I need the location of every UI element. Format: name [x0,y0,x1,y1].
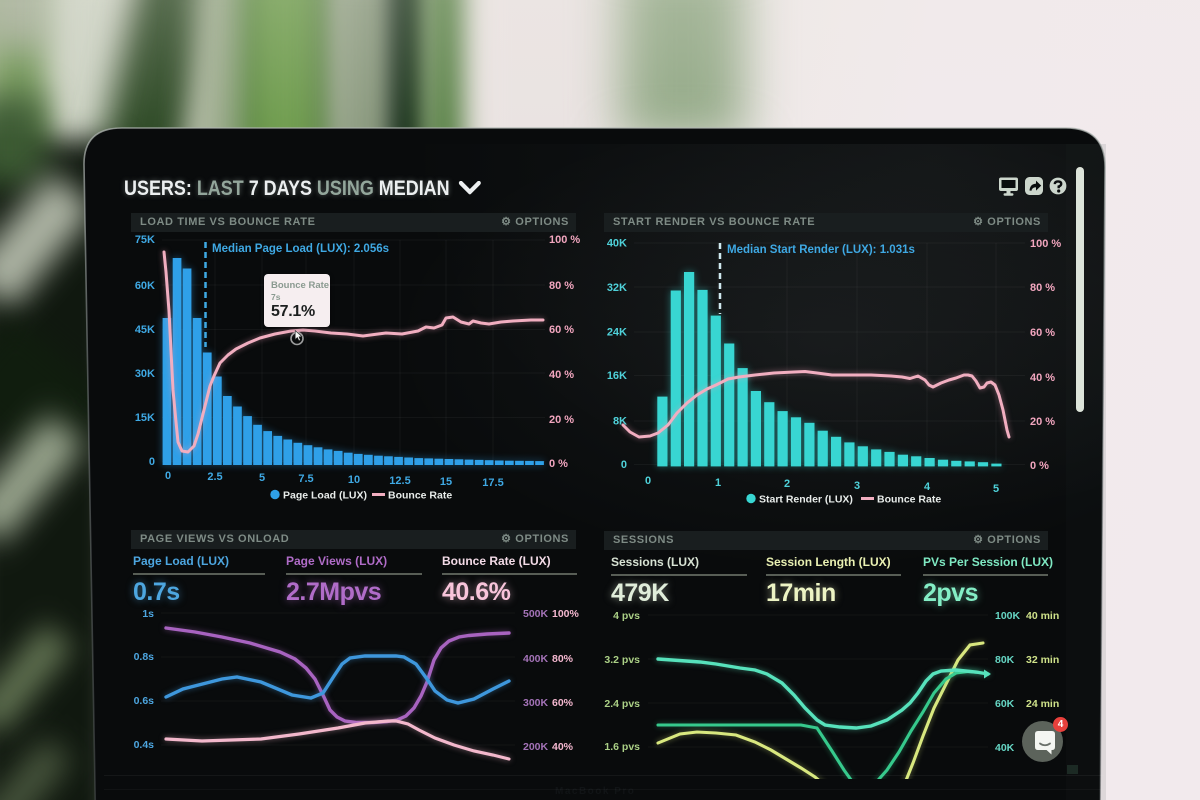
svg-text:12.5: 12.5 [389,475,410,487]
svg-text:30K: 30K [135,368,155,380]
svg-text:20 %: 20 % [1030,416,1055,428]
svg-text:32K: 32K [607,282,627,294]
svg-text:100%: 100% [552,608,580,620]
svg-text:2.4 pvs: 2.4 pvs [604,698,640,710]
svg-text:0: 0 [621,459,627,471]
svg-text:32 min: 32 min [1026,654,1059,666]
svg-text:4: 4 [924,481,931,493]
svg-text:80%: 80% [552,653,574,665]
svg-text:80 %: 80 % [549,280,574,292]
svg-text:2.5: 2.5 [207,471,222,483]
svg-text:500K: 500K [523,608,549,620]
svg-text:0.8s: 0.8s [134,651,155,663]
svg-text:40 min: 40 min [1026,610,1059,622]
svg-text:100 %: 100 % [549,234,580,246]
svg-text:0: 0 [149,456,155,468]
svg-text:Page Load (LUX): Page Load (LUX) [283,490,367,502]
svg-text:7.5: 7.5 [298,473,313,485]
svg-text:Start Render (LUX): Start Render (LUX) [759,494,853,506]
svg-text:200K: 200K [523,741,549,753]
svg-text:15: 15 [440,476,452,488]
svg-text:0.6s: 0.6s [134,695,155,707]
svg-text:80K: 80K [995,654,1015,666]
svg-text:0: 0 [165,470,171,482]
svg-text:60 %: 60 % [1030,327,1055,339]
svg-text:60%: 60% [552,697,574,709]
svg-text:75K: 75K [135,234,155,246]
svg-text:Bounce Rate: Bounce Rate [388,490,452,502]
svg-text:24 min: 24 min [1026,698,1059,710]
svg-text:2: 2 [784,478,790,490]
svg-text:3: 3 [854,480,860,492]
svg-text:Median Page Load (LUX): 2.056s: Median Page Load (LUX): 2.056s [212,243,389,255]
svg-text:17.5: 17.5 [482,477,503,489]
svg-text:15K: 15K [135,412,155,424]
svg-text:400K: 400K [523,653,549,665]
svg-text:3.2 pvs: 3.2 pvs [604,654,640,666]
svg-text:0 %: 0 % [1030,460,1049,472]
svg-text:100K: 100K [995,610,1021,622]
svg-text:0 %: 0 % [549,458,568,470]
svg-text:40 %: 40 % [1030,372,1055,384]
svg-text:20 %: 20 % [549,414,574,426]
svg-text:100 %: 100 % [1030,238,1061,250]
svg-text:300K: 300K [523,697,549,709]
svg-text:40K: 40K [607,238,627,250]
svg-text:5: 5 [259,472,265,484]
svg-text:1.6 pvs: 1.6 pvs [604,741,640,753]
svg-text:45K: 45K [135,324,155,336]
svg-text:0.4s: 0.4s [134,739,155,751]
svg-text:60 %: 60 % [549,324,574,336]
svg-text:40%: 40% [552,741,574,753]
svg-text:16K: 16K [607,370,627,382]
svg-text:0: 0 [645,475,651,487]
svg-text:40 %: 40 % [549,369,574,381]
svg-text:60K: 60K [995,698,1015,710]
svg-text:Bounce Rate: Bounce Rate [877,494,941,506]
svg-text:24K: 24K [607,327,627,339]
svg-text:80 %: 80 % [1030,282,1055,294]
svg-text:4 pvs: 4 pvs [613,610,640,622]
svg-text:40K: 40K [995,742,1015,754]
svg-text:1: 1 [715,477,721,489]
svg-text:60K: 60K [135,280,155,292]
svg-text:Median Start Render (LUX): 1.0: Median Start Render (LUX): 1.031s [727,244,915,256]
svg-text:10: 10 [348,474,360,486]
svg-text:5: 5 [993,483,999,495]
svg-text:1s: 1s [142,608,154,620]
